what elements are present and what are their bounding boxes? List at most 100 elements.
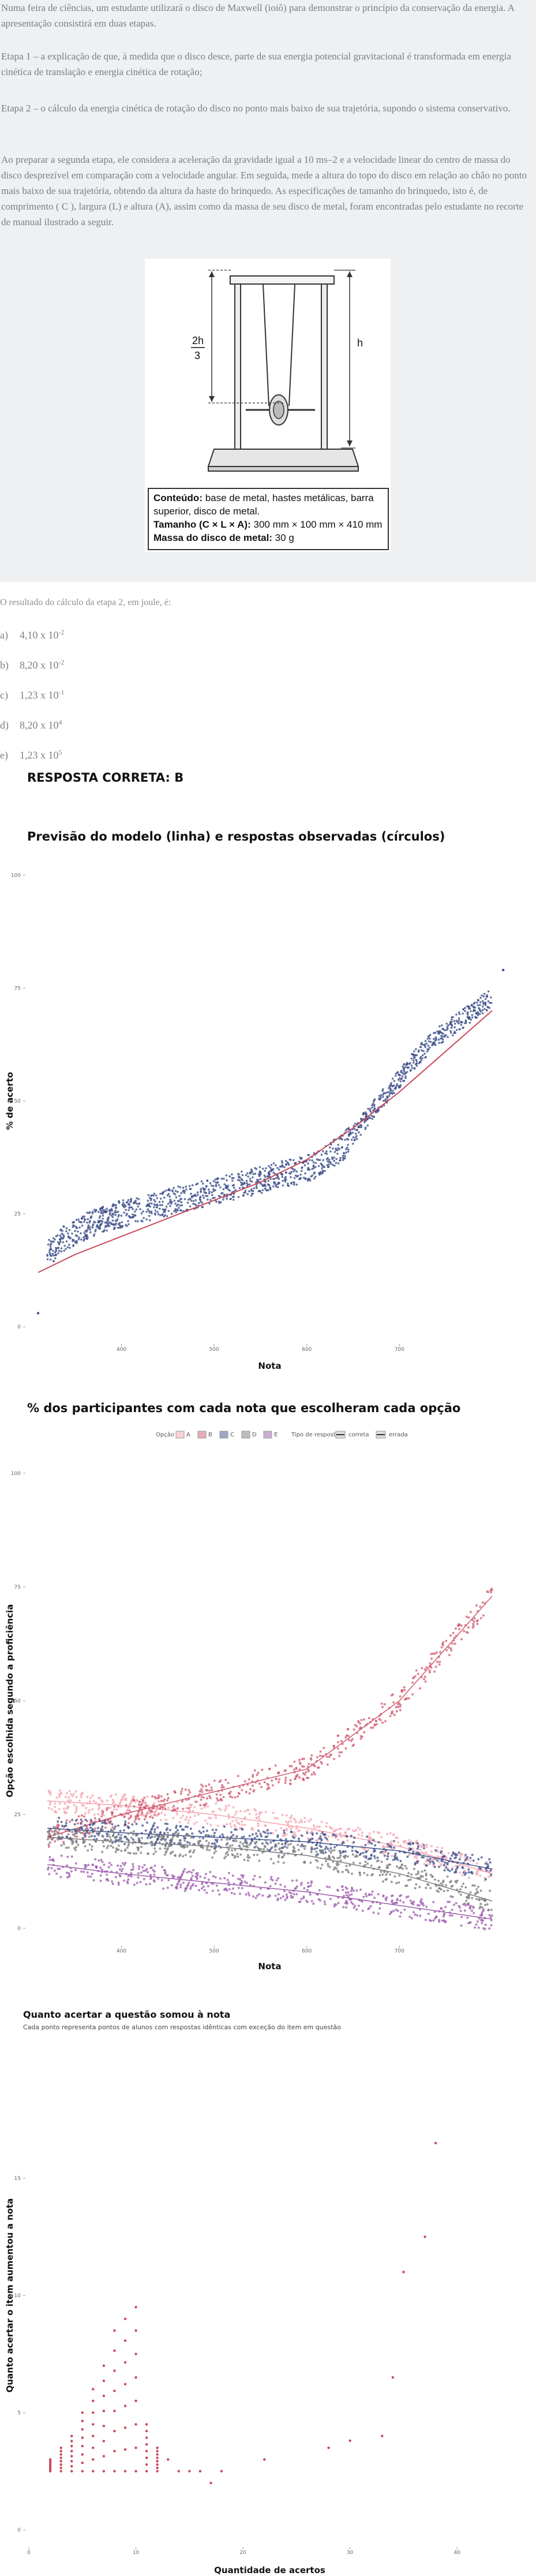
observed-point xyxy=(251,1171,253,1174)
observed-point xyxy=(287,1162,290,1164)
observed-point xyxy=(246,1182,248,1185)
observed-point xyxy=(158,1201,161,1203)
option-C-point xyxy=(440,1850,443,1853)
frac-denominator-label: 3 xyxy=(194,350,200,361)
observed-point xyxy=(242,1194,245,1197)
option-B-point xyxy=(248,1778,250,1781)
option-E-point xyxy=(481,1922,483,1925)
observed-point xyxy=(52,1254,55,1257)
option-E-point xyxy=(388,1913,391,1916)
option-B-point xyxy=(301,1765,303,1768)
option-A-point xyxy=(80,1796,83,1799)
observed-point xyxy=(110,1223,113,1226)
option-A-point xyxy=(243,1816,246,1819)
contents-text: base de metal, hastes metálicas, barra s… xyxy=(153,492,374,517)
option-A-point xyxy=(95,1801,98,1804)
observed-point xyxy=(74,1230,76,1233)
option-D-point xyxy=(395,1865,398,1868)
option-D-point xyxy=(303,1860,306,1863)
observed-point xyxy=(293,1177,296,1179)
option-C-point xyxy=(233,1828,236,1831)
observed-point xyxy=(260,1173,262,1175)
option-E-point xyxy=(471,1909,474,1912)
observed-point xyxy=(104,1221,107,1224)
option-A-point xyxy=(49,1793,52,1796)
observed-point xyxy=(139,1208,141,1211)
option-B-point xyxy=(469,1611,472,1614)
option-D-point xyxy=(158,1841,161,1844)
option-E-point xyxy=(379,1903,382,1906)
y-axis-title: % de acerto xyxy=(5,1072,15,1130)
option-C-point xyxy=(106,1835,108,1838)
observed-point xyxy=(464,1022,466,1025)
option-D-point xyxy=(320,1851,323,1854)
option-A-point xyxy=(54,1805,57,1808)
observed-point xyxy=(218,1184,220,1186)
observed-point xyxy=(447,1036,449,1039)
option-A-point xyxy=(225,1806,228,1809)
option-D-point xyxy=(264,1839,267,1842)
option-A-point xyxy=(327,1839,329,1842)
option-B-point xyxy=(481,1601,484,1604)
score-gain-point xyxy=(156,2446,159,2450)
option-A-point xyxy=(47,1789,50,1792)
observed-point xyxy=(185,1188,188,1191)
option-B-point xyxy=(76,1835,78,1838)
option-A-point xyxy=(410,1840,413,1843)
option-B-point xyxy=(176,1807,179,1810)
observed-point xyxy=(486,994,489,996)
option-B-point xyxy=(310,1773,313,1776)
option-D-point xyxy=(292,1845,295,1848)
option-E-point xyxy=(391,1894,394,1897)
option-E-point xyxy=(306,1901,309,1903)
observed-point xyxy=(202,1187,204,1189)
score-gain-point xyxy=(92,2470,95,2473)
option-A-point xyxy=(147,1809,150,1812)
option-C-point xyxy=(409,1848,412,1851)
option-E-point xyxy=(132,1862,134,1865)
option-B-point xyxy=(465,1615,468,1618)
option-B-point xyxy=(355,1725,358,1728)
option-A-point xyxy=(218,1807,220,1810)
option-B-point xyxy=(219,1798,222,1801)
option-E-point xyxy=(399,1915,402,1918)
option-B-point xyxy=(396,1705,399,1708)
option-C-point xyxy=(283,1829,286,1832)
observed-point xyxy=(222,1199,224,1201)
option-A-point xyxy=(75,1805,78,1808)
observed-point xyxy=(163,1215,165,1218)
option-E-point xyxy=(276,1899,279,1902)
option-B-point xyxy=(101,1812,104,1815)
option-A-point xyxy=(75,1807,78,1810)
option-C-point xyxy=(232,1834,235,1836)
observed-point xyxy=(188,1199,190,1201)
legend-option-title: Opção xyxy=(156,1432,174,1438)
observed-point xyxy=(209,1199,212,1201)
x-tick-label: 400 xyxy=(117,1948,126,1954)
option-D-point xyxy=(380,1871,383,1873)
option-B-point xyxy=(199,1804,202,1806)
option-C-point xyxy=(316,1832,318,1835)
option-C-point xyxy=(213,1834,216,1837)
option-A-point xyxy=(212,1810,215,1813)
option-D-point xyxy=(213,1851,216,1854)
observed-point xyxy=(67,1235,70,1238)
option-D-point xyxy=(333,1849,336,1851)
option-D-point xyxy=(248,1843,251,1846)
observed-point xyxy=(321,1169,324,1172)
observed-point xyxy=(248,1183,251,1186)
option-E-point xyxy=(344,1891,347,1894)
option-E-point xyxy=(309,1884,312,1887)
option-D-point xyxy=(440,1888,443,1891)
option-C-point xyxy=(444,1861,447,1864)
option-C-point xyxy=(241,1836,243,1839)
option-E-point xyxy=(89,1875,92,1878)
option-B-point xyxy=(128,1817,130,1820)
option-C-point xyxy=(127,1826,130,1829)
score-gain-point xyxy=(113,2450,116,2452)
option-D-point xyxy=(275,1845,278,1847)
option-A-point xyxy=(182,1815,185,1817)
option-D-point xyxy=(328,1849,331,1852)
option-E-point xyxy=(350,1890,353,1892)
option-C-point xyxy=(281,1846,284,1849)
